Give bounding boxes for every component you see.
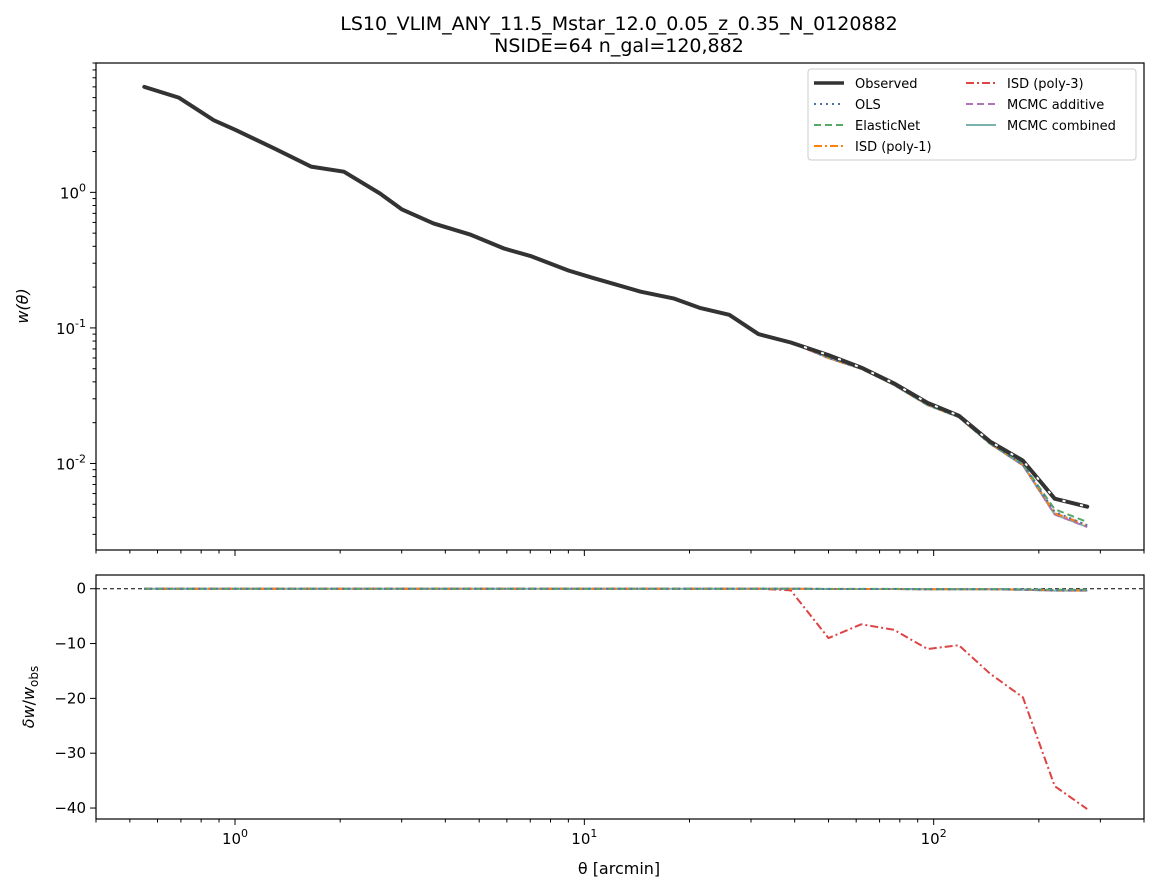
top-plot-frame <box>95 62 1145 551</box>
bottom-series-group <box>144 587 1088 810</box>
top-series-group <box>142 84 1090 528</box>
chart-title-line2: NSIDE=64 n_gal=120,882 <box>494 35 744 57</box>
bottom-y-tick-labels: 0 −10 −20 −30 −40 <box>54 580 86 817</box>
legend-label: OLS <box>855 98 881 113</box>
y-tick-label: −20 <box>54 689 86 707</box>
y-tick-label: −40 <box>54 799 86 817</box>
bottom-series-elasticnet <box>144 587 1088 591</box>
y-tick-label: 0 <box>76 580 86 598</box>
top-y-axis-label: w(θ) <box>13 288 32 323</box>
bottom-tick-marks <box>90 588 1145 825</box>
y-tick-label: −30 <box>54 744 86 762</box>
legend: Observed OLS ElasticNet ISD (poly-1) ISD (po… <box>807 68 1137 161</box>
legend-frame <box>807 68 1137 161</box>
bottom-x-axis-label: θ [arcmin] <box>578 859 660 878</box>
legend-label: MCMC additive <box>1007 98 1104 113</box>
legend-label: Observed <box>855 77 918 92</box>
top-series-observed <box>142 84 1090 509</box>
legend-label: ElasticNet <box>855 119 920 134</box>
y-tick-label: −10 <box>54 635 86 653</box>
legend-label: ISD (poly-1) <box>855 140 932 155</box>
bottom-panel: 0−10−20−30−40 100 101 102 δw/wobs θ [arcmi… <box>19 574 1145 878</box>
legend-label: MCMC combined <box>1007 119 1116 134</box>
chart-title-line1: LS10_VLIM_ANY_11.5_Mstar_12.0_0.05_z_0.3… <box>340 13 897 35</box>
legend-label: ISD (poly-3) <box>1007 77 1084 92</box>
bottom-plot-frame <box>95 574 1145 820</box>
